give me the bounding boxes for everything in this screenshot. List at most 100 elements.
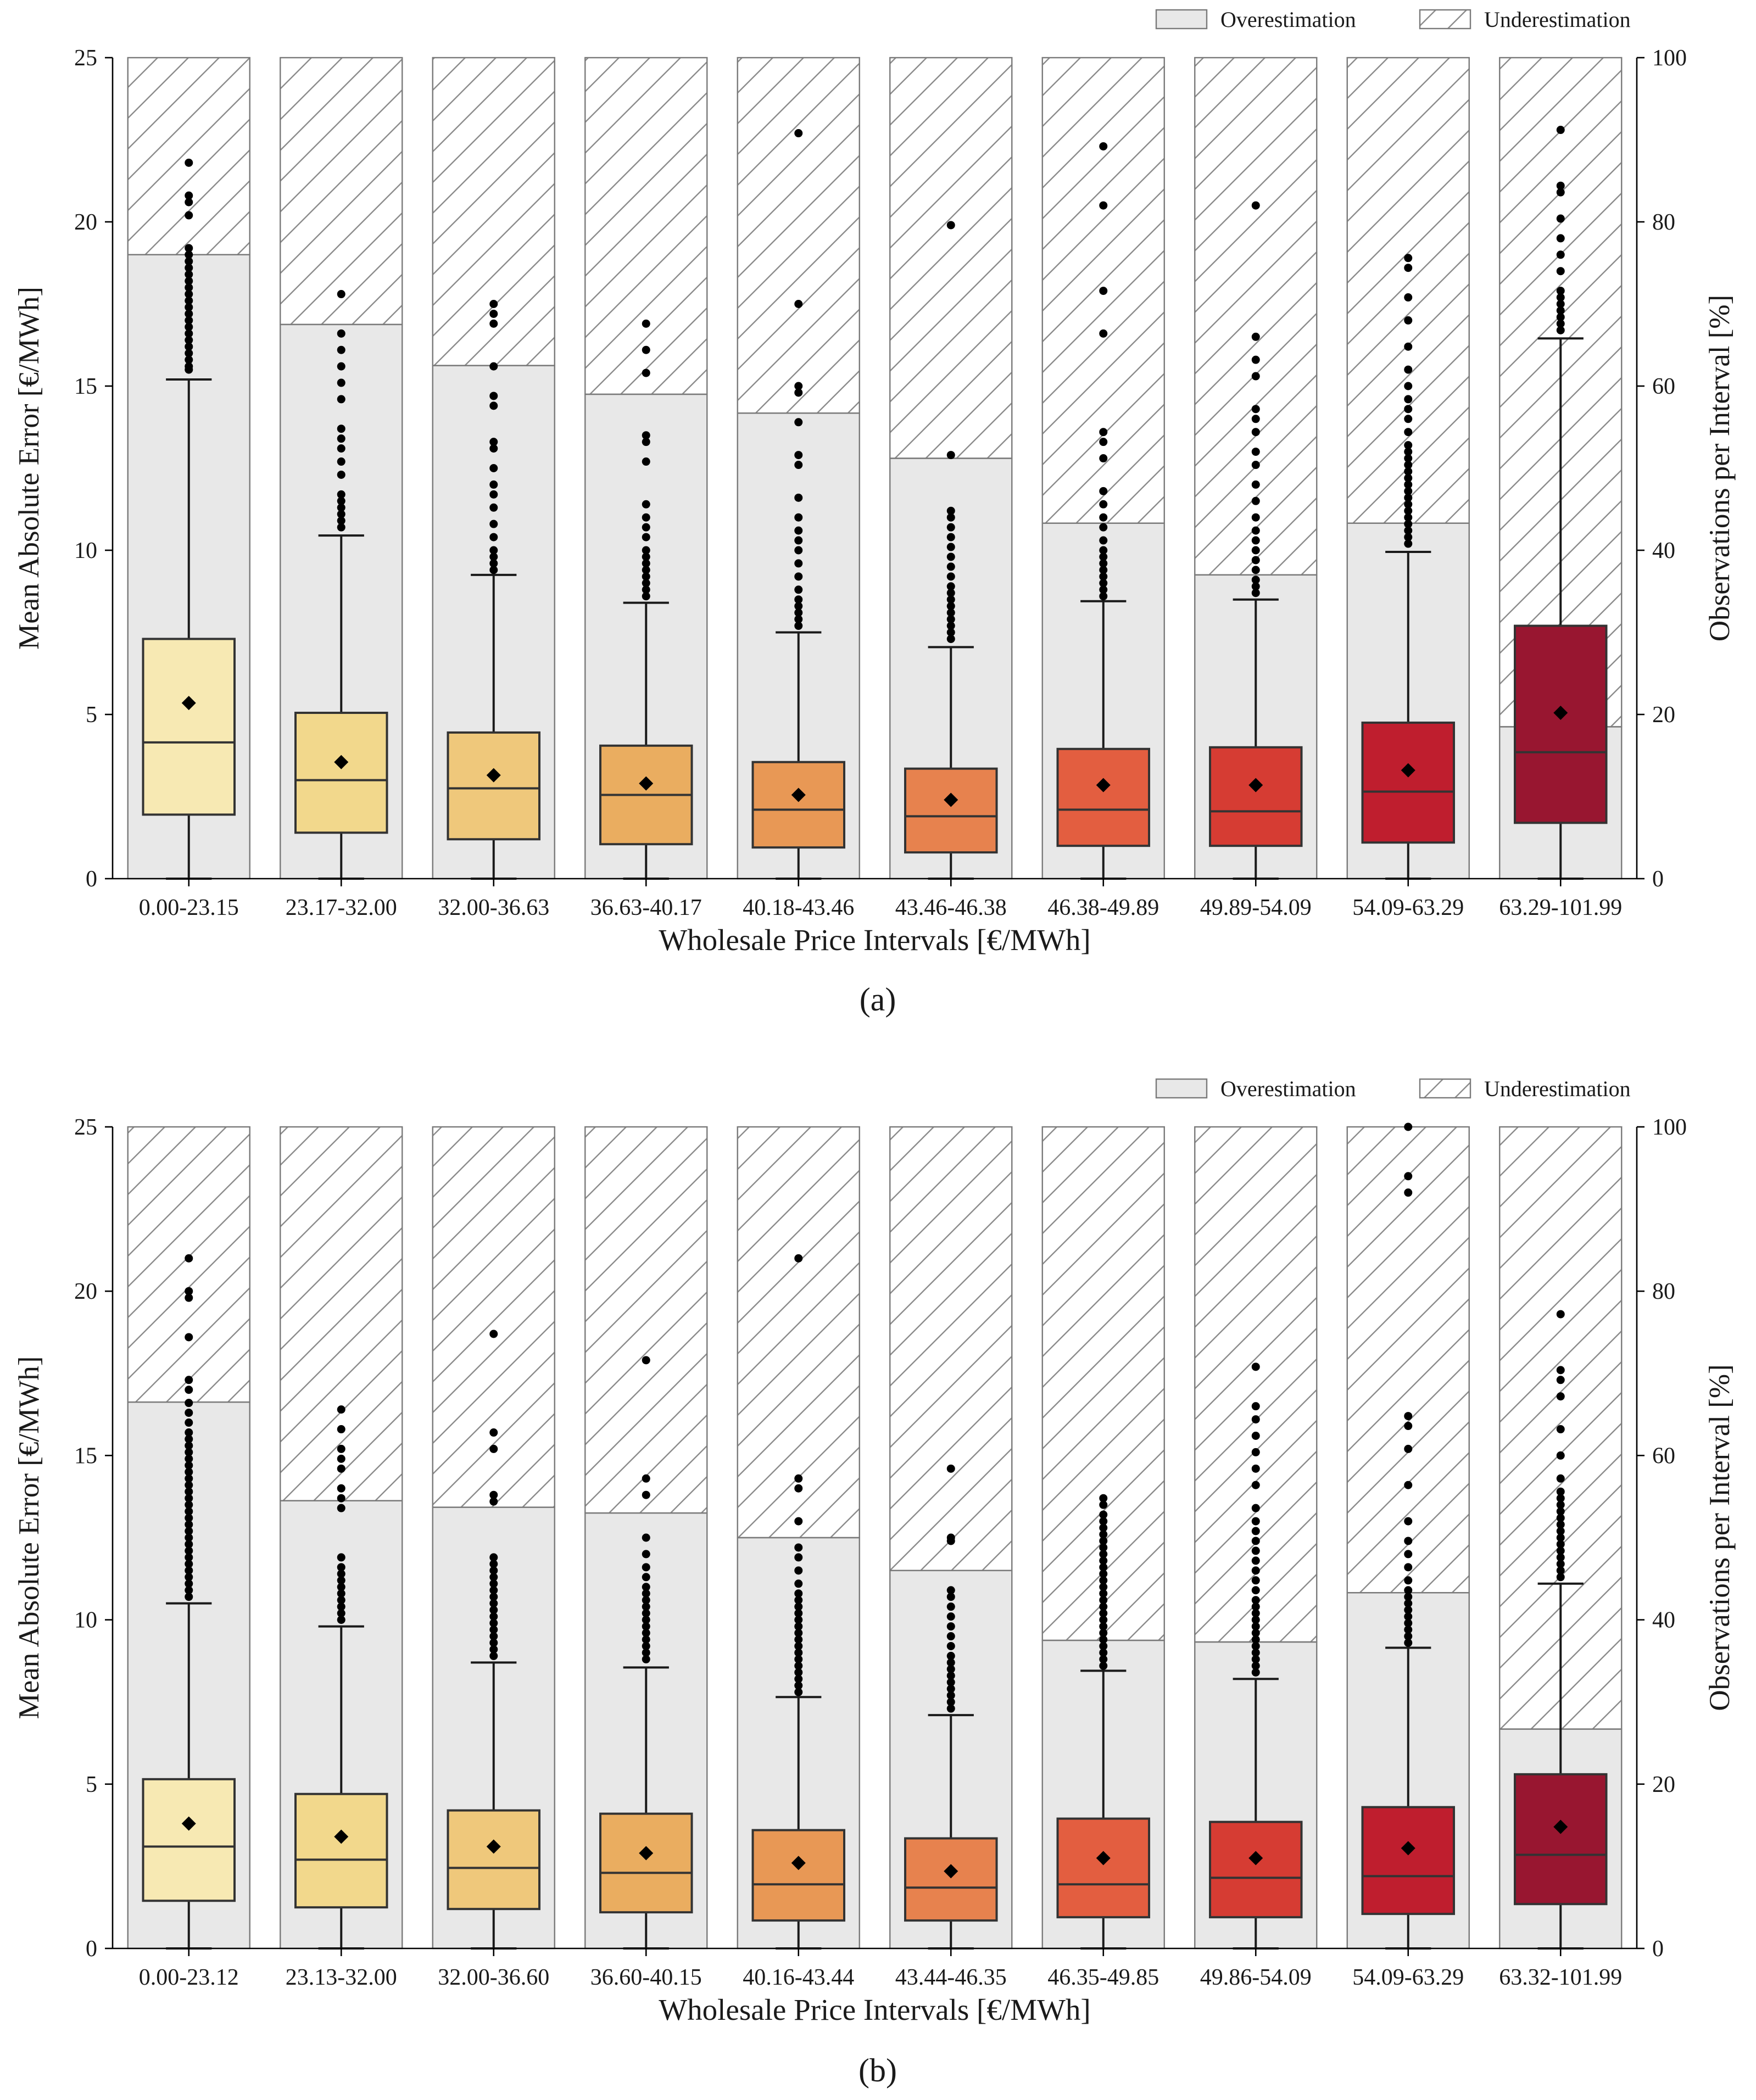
outlier-point (185, 250, 193, 259)
outlier-point (794, 300, 803, 308)
outlier-point (1099, 1556, 1108, 1565)
x-tick-label: 46.38-49.89 (1047, 895, 1159, 920)
underestimation-bar (737, 57, 860, 414)
box (447, 1809, 540, 1911)
box (599, 1812, 693, 1914)
outlier-point (1251, 546, 1260, 555)
outlier-point (337, 1583, 345, 1591)
underestimation-bar (737, 1126, 860, 1539)
outlier-point (1556, 1546, 1565, 1555)
outlier-point (1251, 1431, 1260, 1440)
outlier-point (946, 589, 955, 597)
outlier-point (185, 1474, 193, 1483)
outlier-point (946, 1586, 955, 1595)
outlier-point (489, 1612, 498, 1621)
outlier-point (794, 461, 803, 470)
x-tick-label: 49.89-54.09 (1200, 895, 1312, 920)
outlier-point (794, 1668, 803, 1677)
outlier-point (185, 1487, 193, 1496)
outlier-point (1251, 1504, 1260, 1512)
outlier-point (1251, 461, 1260, 470)
underestimation-bar (1346, 1126, 1470, 1594)
outlier-point (337, 503, 345, 512)
outlier-point (946, 1602, 955, 1611)
outlier-point (642, 1573, 650, 1582)
outlier-point (1251, 1546, 1260, 1555)
outlier-point (1404, 264, 1413, 272)
outlier-point (337, 457, 345, 466)
outlier-point (794, 388, 803, 397)
outlier-point (185, 1586, 193, 1595)
outlier-point (1099, 1576, 1108, 1585)
outlier-point (489, 480, 498, 489)
outlier-point (489, 1586, 498, 1595)
x-tick-label: 32.00-36.63 (438, 895, 549, 920)
y-right-tick-label: 100 (1652, 1115, 1687, 1140)
outlier-point (1251, 480, 1260, 489)
outlier-point (1251, 1527, 1260, 1535)
outlier-point (337, 1609, 345, 1618)
outlier-point (337, 425, 345, 433)
outlier-point (794, 1629, 803, 1638)
outlier-point (489, 319, 498, 328)
legend-label-overestimation: Overestimation (1220, 1076, 1356, 1101)
mean-marker (334, 1829, 349, 1844)
mean-marker (181, 696, 196, 711)
outlier-point (489, 1638, 498, 1647)
outlier-point (337, 1576, 345, 1585)
outlier-point (1404, 1599, 1413, 1608)
outlier-point (337, 1563, 345, 1572)
outlier-point (337, 1553, 345, 1562)
outlier-point (1099, 329, 1108, 338)
panel-caption: (a) (860, 981, 896, 1018)
outlier-point (1556, 1310, 1565, 1319)
outlier-point (642, 572, 650, 581)
outlier-point (1404, 254, 1413, 262)
outlier-point (185, 297, 193, 305)
outlier-point (185, 158, 193, 167)
outlier-point (1404, 316, 1413, 325)
outlier-point (1251, 1655, 1260, 1663)
outlier-point (185, 1399, 193, 1408)
outlier-point (1251, 1586, 1260, 1595)
outlier-point (642, 1356, 650, 1365)
outlier-point (1099, 513, 1108, 522)
outlier-point (1251, 1635, 1260, 1644)
y-left-tick-label: 0 (86, 1936, 97, 1962)
outlier-point (946, 221, 955, 230)
outlier-point (185, 329, 193, 338)
y-left-tick-label: 10 (74, 1608, 97, 1633)
x-axis-label: Wholesale Price Intervals [€/MWh] (659, 923, 1091, 957)
outlier-point (1556, 1573, 1565, 1582)
outlier-point (1556, 1474, 1565, 1483)
outlier-point (1099, 592, 1108, 601)
outlier-point (185, 1287, 193, 1295)
outlier-point (1099, 142, 1108, 150)
outlier-point (185, 1553, 193, 1562)
outlier-point (1251, 1661, 1260, 1670)
box (142, 1778, 236, 1902)
legend-swatch-underestimation (1419, 9, 1471, 30)
outlier-point (642, 1629, 650, 1638)
y-right-tick-label: 80 (1652, 210, 1675, 235)
outlier-point (1251, 355, 1260, 364)
box (1514, 624, 1608, 824)
outlier-point (642, 1641, 650, 1650)
box (1056, 747, 1150, 847)
outlier-point (185, 336, 193, 344)
outlier-point (1404, 454, 1413, 463)
outlier-point (1556, 1487, 1565, 1496)
outlier-point (642, 1596, 650, 1605)
outlier-point (1556, 326, 1565, 334)
mean-marker (1248, 778, 1263, 792)
outlier-point (1251, 1602, 1260, 1611)
outlier-point (1099, 1517, 1108, 1526)
outlier-point (1099, 287, 1108, 295)
outlier-point (1404, 1619, 1413, 1628)
outlier-point (1099, 1616, 1108, 1624)
outlier-point (185, 1467, 193, 1476)
underestimation-bar (1194, 1126, 1318, 1643)
y-right-tick-label: 40 (1652, 538, 1675, 563)
outlier-point (1556, 1376, 1565, 1384)
legend-swatch-overestimation (1155, 9, 1208, 30)
